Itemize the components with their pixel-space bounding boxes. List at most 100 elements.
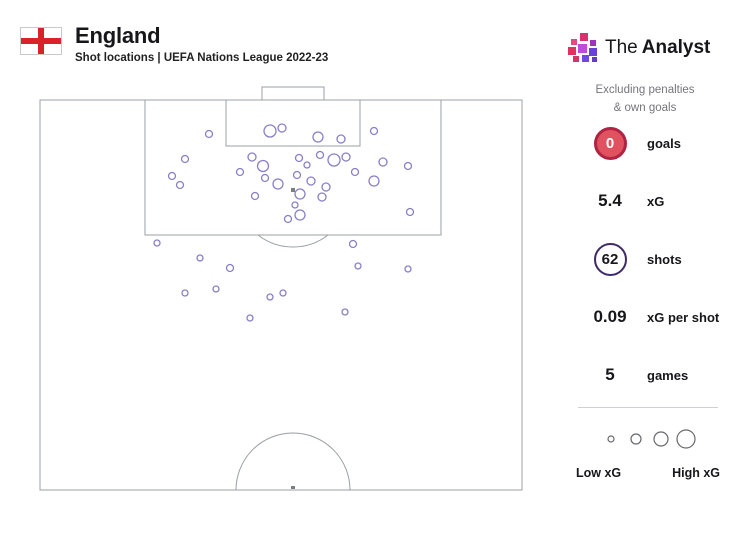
england-flag-icon — [20, 27, 62, 55]
legend-size-circle — [676, 429, 696, 449]
shot-point — [350, 167, 360, 177]
shot-point — [294, 188, 306, 200]
analyst-mosaic-icon — [568, 33, 597, 62]
shot-point — [348, 239, 358, 249]
shots-label: shots — [647, 251, 682, 267]
shot-point — [283, 214, 293, 224]
shot-point — [341, 152, 351, 162]
games-value-wrap: 5 — [580, 365, 640, 385]
shot-point — [225, 263, 235, 273]
centre-spot — [291, 486, 295, 489]
the-analyst-logo: The Analyst — [568, 33, 710, 63]
games-label: games — [647, 367, 689, 383]
shot-point — [403, 161, 413, 171]
stats-sidebar: The Analyst Excluding penalties & own goa… — [566, 0, 724, 548]
flag-cross-vertical — [38, 28, 44, 54]
xg-per-shot-value-wrap: 0.09 — [580, 307, 640, 327]
centre-circle — [235, 432, 351, 491]
shot-point — [175, 180, 185, 190]
shot-point — [250, 191, 260, 201]
goals-value: 0 — [605, 134, 615, 152]
shot-point — [235, 167, 245, 177]
legend-circles — [607, 429, 696, 449]
shot-point — [378, 157, 388, 167]
shot-point — [279, 289, 287, 297]
shot-point — [341, 308, 349, 316]
exclusion-note: Excluding penalties & own goals — [566, 81, 724, 118]
header: England Shot locations | UEFA Nations Le… — [20, 23, 329, 65]
shot-point — [294, 153, 304, 163]
shot-point — [167, 171, 177, 181]
shot-point — [181, 289, 189, 297]
shot-point — [246, 314, 254, 322]
shot-point — [277, 123, 287, 133]
legend-low-label: Low xG — [576, 466, 622, 480]
shot-point — [368, 175, 380, 187]
exclusion-note-line1: Excluding penalties — [595, 84, 695, 96]
shots-value: 62 — [601, 250, 619, 268]
stat-row-games: 5 games — [566, 346, 724, 404]
goals-label: goals — [647, 135, 681, 151]
games-value: 5 — [605, 365, 615, 384]
penalty-spot — [291, 188, 295, 192]
shot-point — [180, 154, 190, 164]
penalty-area — [144, 99, 442, 236]
shot-point — [204, 129, 214, 139]
shot-point — [212, 285, 220, 293]
shot-point — [294, 209, 306, 221]
xg-label: xG — [647, 193, 665, 209]
shot-point — [321, 182, 331, 192]
shot-point — [369, 126, 379, 136]
shot-point — [306, 176, 316, 186]
legend-divider — [578, 407, 718, 408]
legend-size-circle — [607, 435, 615, 443]
shot-point — [405, 207, 415, 217]
shot-point — [256, 159, 270, 173]
penalty-arc — [257, 234, 329, 248]
shot-point — [247, 152, 257, 162]
xg-value: 5.4 — [598, 191, 622, 210]
stat-row-shots: 62 shots — [566, 230, 724, 288]
shot-map — [39, 86, 523, 491]
shot-point — [354, 262, 362, 270]
shot-point — [153, 239, 161, 247]
goals-value-wrap: 0 — [580, 126, 640, 160]
stat-row-goals: 0 goals — [566, 114, 724, 172]
stat-row-xg-per-shot: 0.09 xG per shot — [566, 288, 724, 346]
xg-size-legend: Low xG High xG — [576, 424, 720, 480]
goals-badge: 0 — [593, 126, 627, 160]
xg-value-wrap: 5.4 — [580, 191, 640, 211]
shot-point — [260, 173, 270, 183]
shot-point — [292, 170, 302, 180]
page-title: England — [75, 23, 161, 48]
exclusion-note-line2: & own goals — [613, 102, 677, 115]
brand-word-analyst: Analyst — [641, 37, 711, 58]
shot-points — [153, 123, 415, 322]
six-yard-box — [225, 99, 361, 147]
shot-point — [327, 153, 341, 167]
xg-per-shot-value: 0.09 — [593, 307, 627, 326]
shot-point — [291, 201, 299, 209]
shot-point — [266, 293, 274, 301]
brand-wordmark: The Analyst — [605, 37, 710, 59]
header-text: England Shot locations | UEFA Nations Le… — [75, 23, 329, 65]
shot-point — [272, 178, 284, 190]
shot-point — [196, 254, 204, 262]
stat-row-xg: 5.4 xG — [566, 172, 724, 230]
shot-point — [312, 131, 324, 143]
legend-high-label: High xG — [672, 466, 720, 480]
shot-point — [263, 124, 277, 138]
shots-value-wrap: 62 — [580, 242, 640, 276]
brand-word-the: The — [605, 37, 638, 58]
goal — [261, 86, 325, 101]
shot-point — [336, 134, 346, 144]
shots-badge: 62 — [593, 242, 627, 276]
legend-size-circle — [630, 433, 642, 445]
shot-point — [315, 150, 325, 160]
shot-point — [404, 265, 412, 273]
legend-size-circle — [653, 431, 669, 447]
shot-point — [303, 161, 311, 169]
legend-labels: Low xG High xG — [576, 466, 720, 480]
page-subtitle: Shot locations | UEFA Nations League 202… — [75, 52, 329, 65]
